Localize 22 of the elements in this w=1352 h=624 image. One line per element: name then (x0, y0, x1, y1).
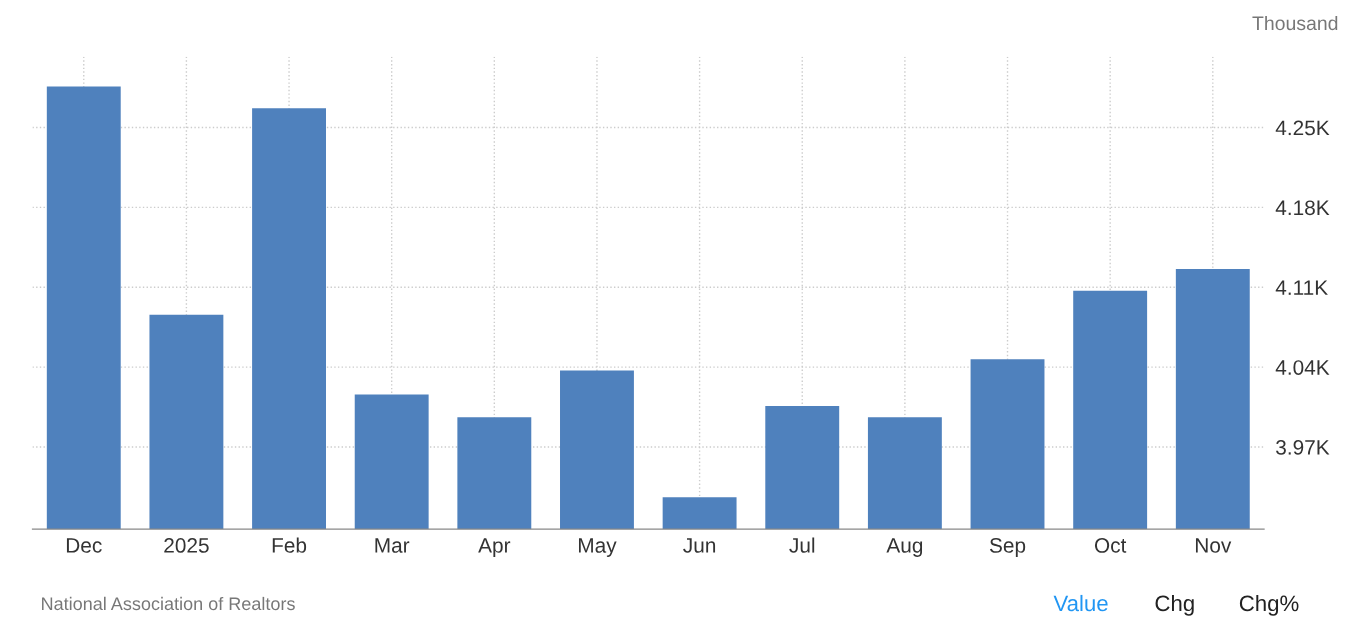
text: Chg (1155, 594, 1194, 616)
x-tick-label: Dec (66, 538, 102, 553)
x-tick-label: Aug (886, 538, 923, 557)
text: Chg% (1239, 594, 1299, 616)
x-tick-label: Apr (478, 538, 511, 557)
x-tick-label: Feb (272, 537, 307, 553)
x-tick-label: 2025 (164, 538, 209, 553)
y-tick-label: 4.18K (1275, 200, 1330, 216)
x-tick-label: Nov (1195, 538, 1232, 553)
y-tick-label: 3.97K (1276, 440, 1330, 455)
y-tick-label: 4.04K (1275, 360, 1330, 375)
y-tick-label: 4.11K (1275, 280, 1328, 295)
y-tick-label: 4.25K (1275, 120, 1330, 136)
text: National Association of Realtors (42, 596, 295, 611)
x-tick-label: Jul (789, 537, 815, 553)
x-tick-label: May (579, 538, 617, 557)
text: Value (1053, 594, 1108, 612)
x-tick-label: Sep (989, 538, 1026, 557)
x-tick-label: Oct (1094, 538, 1127, 553)
x-tick-label: Jun (683, 538, 716, 553)
y-axis-title: Thousand (1252, 15, 1338, 31)
x-tick-label: Mar (375, 538, 410, 553)
